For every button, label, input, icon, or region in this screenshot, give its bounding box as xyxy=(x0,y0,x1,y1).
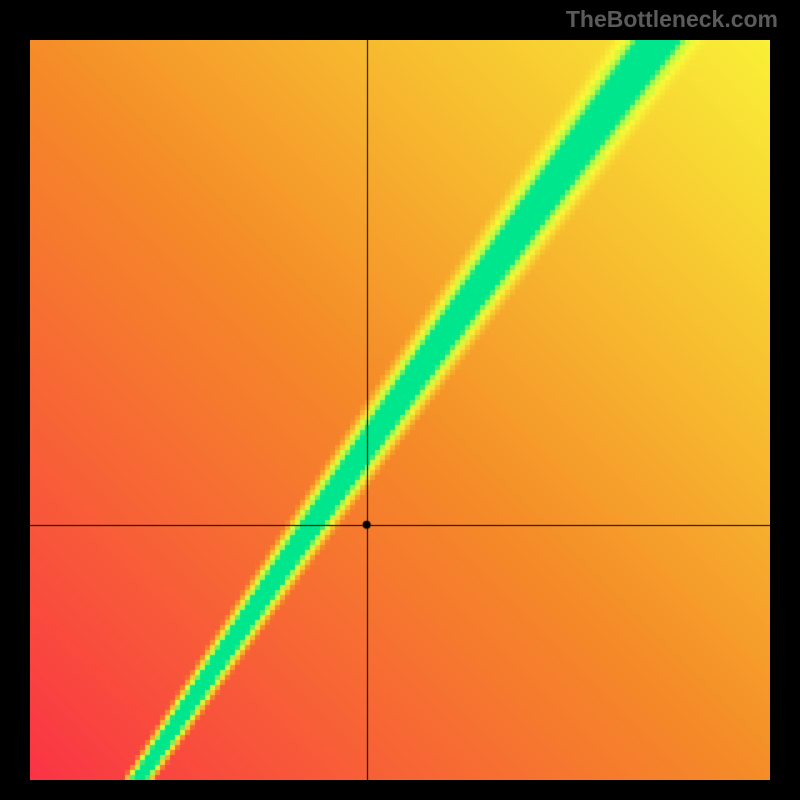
watermark-text: TheBottleneck.com xyxy=(566,6,778,33)
chart-container: TheBottleneck.com xyxy=(0,0,800,800)
bottleneck-heatmap xyxy=(30,40,770,780)
